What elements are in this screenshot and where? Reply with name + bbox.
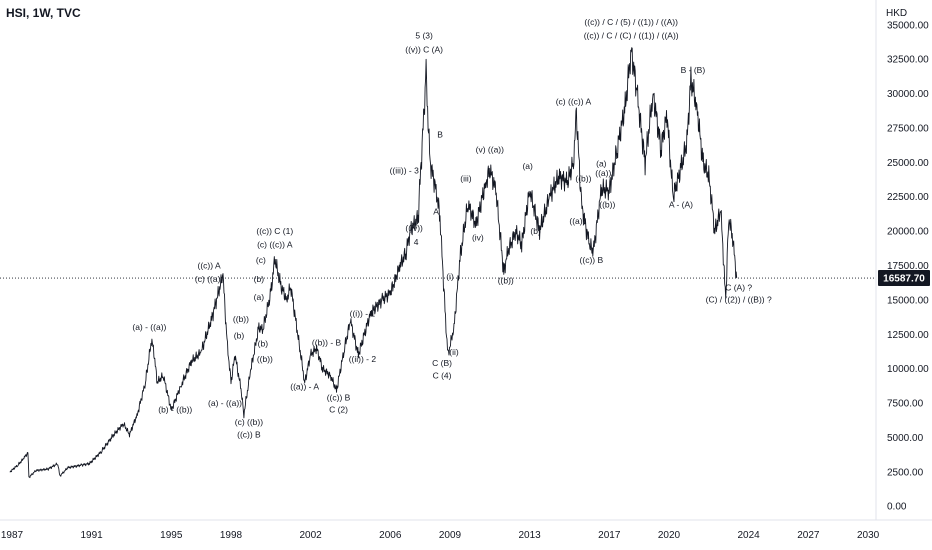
wave-label: (iii) [460, 174, 471, 184]
x-tick-label: 1987 [1, 530, 24, 541]
wave-label: (c) [256, 255, 266, 265]
wave-label: (c) ((b)) [235, 417, 263, 427]
time-axis[interactable]: 1987 1991 1995 1998 2002 2006 2009 2013 2017 2020… [1, 530, 880, 541]
wave-label: ((b)) [257, 354, 273, 364]
wave-label: ((c)) B [580, 255, 604, 265]
wave-label: A - (A) [669, 200, 693, 210]
wave-label: C (A) ? [725, 282, 752, 292]
y-tick-label: 17500.00 [887, 261, 929, 272]
chart-title: HSI, 1W, TVC [6, 6, 81, 20]
y-tick-label: 15000.00 [887, 295, 929, 306]
wave-label: (C) / ((2)) / ((B)) ? [706, 295, 772, 305]
y-tick-label: 10000.00 [887, 364, 929, 375]
wave-label: A [433, 207, 439, 217]
series-layer [9, 47, 738, 479]
wave-label: C (2) [329, 405, 348, 415]
wave-label: (c) ((c)) A [556, 97, 592, 107]
y-tick-label: 30000.00 [887, 89, 929, 100]
wave-label: (c) ((c)) A [257, 240, 293, 250]
y-tick-label: 22500.00 [887, 192, 929, 203]
current-price-value: 16587.70 [883, 274, 925, 285]
wave-label: (b) [254, 274, 265, 284]
x-tick-label: 2006 [379, 530, 402, 541]
y-tick-label: 5000.00 [887, 433, 924, 444]
y-tick-label: 32500.00 [887, 55, 929, 66]
wave-label: (b) [234, 330, 245, 340]
x-tick-label: 1995 [160, 530, 183, 541]
x-tick-label: 2027 [797, 530, 820, 541]
wave-label: ((c)) B [237, 429, 261, 439]
x-tick-label: 1991 [81, 530, 104, 541]
wave-label: ((b)) [498, 275, 514, 285]
x-tick-label: 2020 [658, 530, 681, 541]
wave-label: (b) [530, 226, 541, 236]
wave-label: (c) ((a)) [195, 274, 223, 284]
annotation-layer: (a) - ((a)) (b) - ((b)) ((c)) A (c) ((a)) ((… [132, 17, 772, 440]
wave-label: (iv) [472, 233, 484, 243]
wave-label: ((b)) [233, 314, 249, 324]
wave-label: (a) [254, 292, 265, 302]
x-tick-label: 2009 [439, 530, 462, 541]
currency-label: HKD [886, 8, 907, 19]
price-series-line [9, 47, 738, 479]
y-tick-label: 20000.00 [887, 227, 929, 238]
wave-label: ((c)) A [198, 260, 221, 270]
wave-label: 5 (3) [415, 31, 433, 41]
wave-label: ((a)) - A [290, 381, 319, 391]
x-tick-label: 2024 [738, 530, 761, 541]
y-tick-label: 7500.00 [887, 399, 924, 410]
wave-label: ((a)) [569, 216, 585, 226]
wave-label: ((iv)) [405, 223, 423, 233]
y-tick-label: 35000.00 [887, 20, 929, 31]
wave-label: 4 [414, 237, 419, 247]
wave-label: ((i)) - 1 [350, 308, 376, 318]
wave-label: (b) - ((b)) [158, 405, 192, 415]
wave-label: (a) [522, 161, 533, 171]
wave-label: ((a)) [595, 168, 611, 178]
wave-label: ((iii)) - 3 [390, 165, 420, 175]
x-tick-label: 2030 [857, 530, 880, 541]
wave-label: ((c)) B [327, 392, 351, 402]
x-tick-label: 2017 [598, 530, 621, 541]
wave-label: (a) [596, 158, 607, 168]
wave-label: C (4) [433, 370, 452, 380]
x-tick-label: 2013 [519, 530, 542, 541]
x-tick-label: 1998 [220, 530, 243, 541]
wave-label: B [437, 130, 443, 140]
wave-label: ((b)) - B [312, 337, 342, 347]
wave-label: ((ii)) - 2 [349, 354, 377, 364]
wave-label: ((c)) / C / (C) / ((1)) / ((A)) [584, 31, 679, 41]
current-price-badge: 16587.70 [878, 270, 930, 287]
wave-label: (b) [258, 339, 269, 349]
y-tick-label: 25000.00 [887, 158, 929, 169]
wave-label: (ii) [449, 347, 459, 357]
wave-label: (a) - ((a)) [208, 398, 242, 408]
wave-label: (i) [446, 271, 454, 281]
y-tick-label: 0.00 [887, 502, 907, 513]
wave-label: ((b)) [575, 174, 591, 184]
wave-label: ((v)) C (A) [405, 44, 443, 54]
price-axis[interactable]: 35000.00 32500.00 30000.00 27500.00 25000.00… [887, 20, 929, 512]
wave-label: C (B) [432, 358, 452, 368]
wave-label: B - (B) [681, 65, 706, 75]
wave-label: (a) - ((a)) [132, 322, 166, 332]
y-tick-label: 27500.00 [887, 123, 929, 134]
y-tick-label: 12500.00 [887, 330, 929, 341]
wave-label: ((c)) C (1) [256, 226, 293, 236]
y-tick-label: 2500.00 [887, 467, 924, 478]
x-tick-label: 2002 [300, 530, 323, 541]
wave-label: ((b)) [599, 200, 615, 210]
wave-label: ((c)) / C / (5) / ((1)) / ((A)) [584, 17, 678, 27]
wave-label: (v) ((a)) [476, 145, 504, 155]
